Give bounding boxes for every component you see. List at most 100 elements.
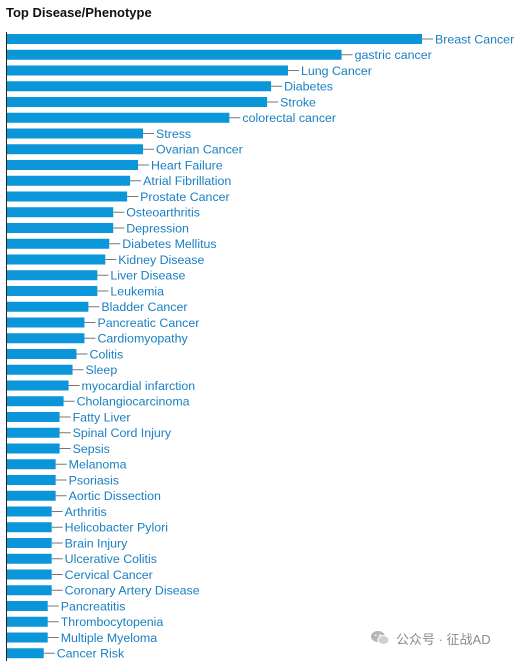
bar-group-sepsis: Sepsis bbox=[7, 442, 110, 456]
bar-group-lung-cancer: Lung Cancer bbox=[7, 64, 372, 78]
bar-group-bladder-cancer: Bladder Cancer bbox=[7, 300, 188, 314]
bar-label-myocardial-infarction: myocardial infarction bbox=[82, 379, 196, 393]
bar-label-breast-cancer: Breast Cancer bbox=[435, 32, 514, 46]
bar-group-depression: Depression bbox=[7, 221, 189, 235]
bar-breast-cancer bbox=[7, 34, 422, 44]
bar-gastric-cancer bbox=[7, 49, 342, 60]
bar-brain-injury bbox=[7, 538, 52, 548]
bar-lung-cancer bbox=[7, 65, 288, 76]
bar-label-cardiomyopathy: Cardiomyopathy bbox=[97, 332, 188, 346]
bar-atrial-fibrillation bbox=[7, 175, 131, 186]
bar-kidney-disease bbox=[7, 254, 106, 265]
bar-pancreatitis bbox=[7, 601, 48, 611]
bar-group-kidney-disease: Kidney Disease bbox=[7, 253, 204, 267]
bar-group-brain-injury: Brain Injury bbox=[7, 536, 128, 550]
bar-label-colorectal-cancer: colorectal cancer bbox=[242, 111, 336, 125]
bar-melanoma bbox=[7, 459, 56, 470]
bar-label-spinal-cord-injury: Spinal Cord Injury bbox=[73, 426, 172, 440]
bar-osteoarthritis bbox=[7, 207, 114, 218]
bar-coronary-artery-disease bbox=[7, 585, 52, 596]
bar-label-brain-injury: Brain Injury bbox=[65, 536, 128, 550]
bar-label-gastric-cancer: gastric cancer bbox=[355, 48, 432, 62]
bar-ulcerative-colitis bbox=[7, 553, 52, 564]
bar-pancreatic-cancer bbox=[7, 317, 85, 328]
bar-group-ulcerative-colitis: Ulcerative Colitis bbox=[7, 552, 157, 566]
bar-arthritis bbox=[7, 506, 52, 517]
bar-label-helicobacter-pylori: Helicobacter Pylori bbox=[65, 521, 168, 535]
bar-label-fatty-liver: Fatty Liver bbox=[73, 410, 131, 424]
bar-label-heart-failure: Heart Failure bbox=[151, 158, 223, 172]
bar-cholangiocarcinoma bbox=[7, 396, 64, 407]
bar-label-pancreatic-cancer: Pancreatic Cancer bbox=[97, 316, 199, 330]
bar-spinal-cord-injury bbox=[7, 427, 60, 438]
bar-label-depression: Depression bbox=[126, 221, 189, 235]
bar-myocardial-infarction bbox=[7, 380, 69, 391]
bar-group-osteoarthritis: Osteoarthritis bbox=[7, 206, 200, 220]
bar-label-cancer-risk: Cancer Risk bbox=[57, 647, 125, 661]
bar-label-cervical-cancer: Cervical Cancer bbox=[65, 568, 153, 582]
bar-label-diabetes-mellitus: Diabetes Mellitus bbox=[122, 237, 216, 251]
bar-label-multiple-myeloma: Multiple Myeloma bbox=[61, 631, 158, 645]
bar-label-thrombocytopenia: Thrombocytopenia bbox=[61, 615, 164, 629]
bar-helicobacter-pylori bbox=[7, 522, 52, 533]
bar-group-cardiomyopathy: Cardiomyopathy bbox=[7, 332, 188, 346]
bar-group-arthritis: Arthritis bbox=[7, 505, 107, 519]
bar-label-arthritis: Arthritis bbox=[65, 505, 107, 519]
bar-group-fatty-liver: Fatty Liver bbox=[7, 410, 130, 424]
bar-label-osteoarthritis: Osteoarthritis bbox=[126, 206, 200, 220]
bar-label-ulcerative-colitis: Ulcerative Colitis bbox=[65, 552, 157, 566]
bar-group-liver-disease: Liver Disease bbox=[7, 269, 186, 283]
bar-label-stress: Stress bbox=[156, 127, 191, 141]
bar-group-heart-failure: Heart Failure bbox=[7, 158, 223, 172]
bar-group-colitis: Colitis bbox=[7, 347, 123, 361]
bar-group-stroke: Stroke bbox=[7, 95, 316, 109]
bar-group-pancreatic-cancer: Pancreatic Cancer bbox=[7, 316, 199, 330]
bar-psoriasis bbox=[7, 475, 56, 485]
bar-group-cholangiocarcinoma: Cholangiocarcinoma bbox=[7, 395, 190, 409]
bar-label-sleep: Sleep bbox=[86, 363, 118, 377]
bar-label-melanoma: Melanoma bbox=[69, 458, 127, 472]
bar-group-prostate-cancer: Prostate Cancer bbox=[7, 190, 230, 204]
bar-label-bladder-cancer: Bladder Cancer bbox=[101, 300, 187, 314]
bar-diabetes bbox=[7, 81, 272, 92]
bar-label-kidney-disease: Kidney Disease bbox=[118, 253, 204, 267]
bar-group-thrombocytopenia: Thrombocytopenia bbox=[7, 615, 163, 629]
bar-group-multiple-myeloma: Multiple Myeloma bbox=[7, 631, 157, 645]
bar-label-diabetes: Diabetes bbox=[284, 80, 333, 94]
watermark: 公众号 · 征战AD bbox=[370, 629, 491, 647]
bar-group-pancreatitis: Pancreatitis bbox=[7, 599, 125, 613]
bar-label-leukemia: Leukemia bbox=[110, 284, 164, 298]
bar-label-atrial-fibrillation: Atrial Fibrillation bbox=[143, 174, 231, 188]
bar-group-cervical-cancer: Cervical Cancer bbox=[7, 568, 153, 582]
bar-label-cholangiocarcinoma: Cholangiocarcinoma bbox=[77, 395, 190, 409]
bar-group-aortic-dissection: Aortic Dissection bbox=[7, 489, 161, 503]
bar-group-breast-cancer: Breast Cancer bbox=[7, 32, 514, 46]
bar-heart-failure bbox=[7, 160, 139, 170]
bar-label-colitis: Colitis bbox=[90, 347, 124, 361]
bar-stroke bbox=[7, 97, 268, 107]
bar-leukemia bbox=[7, 286, 98, 296]
bar-thrombocytopenia bbox=[7, 616, 48, 627]
bar-group-spinal-cord-injury: Spinal Cord Injury bbox=[7, 426, 172, 440]
bar-label-ovarian-cancer: Ovarian Cancer bbox=[156, 143, 243, 157]
wechat-icon bbox=[370, 630, 390, 646]
bar-label-lung-cancer: Lung Cancer bbox=[301, 64, 372, 78]
bar-group-sleep: Sleep bbox=[7, 363, 117, 377]
bar-bladder-cancer bbox=[7, 301, 89, 312]
bar-colitis bbox=[7, 349, 77, 359]
bar-group-ovarian-cancer: Ovarian Cancer bbox=[7, 143, 243, 157]
watermark-text: 公众号 · 征战AD bbox=[396, 631, 491, 647]
bar-group-colorectal-cancer: colorectal cancer bbox=[7, 111, 336, 125]
bar-sepsis bbox=[7, 443, 60, 454]
bar-label-psoriasis: Psoriasis bbox=[69, 473, 119, 487]
bar-group-helicobacter-pylori: Helicobacter Pylori bbox=[7, 521, 168, 535]
bar-depression bbox=[7, 223, 114, 233]
bar-group-stress: Stress bbox=[7, 127, 191, 141]
bar-cardiomyopathy bbox=[7, 333, 85, 344]
bar-group-diabetes-mellitus: Diabetes Mellitus bbox=[7, 237, 217, 251]
bar-ovarian-cancer bbox=[7, 144, 144, 155]
bar-group-cancer-risk: Cancer Risk bbox=[7, 647, 125, 661]
bar-liver-disease bbox=[7, 270, 98, 281]
